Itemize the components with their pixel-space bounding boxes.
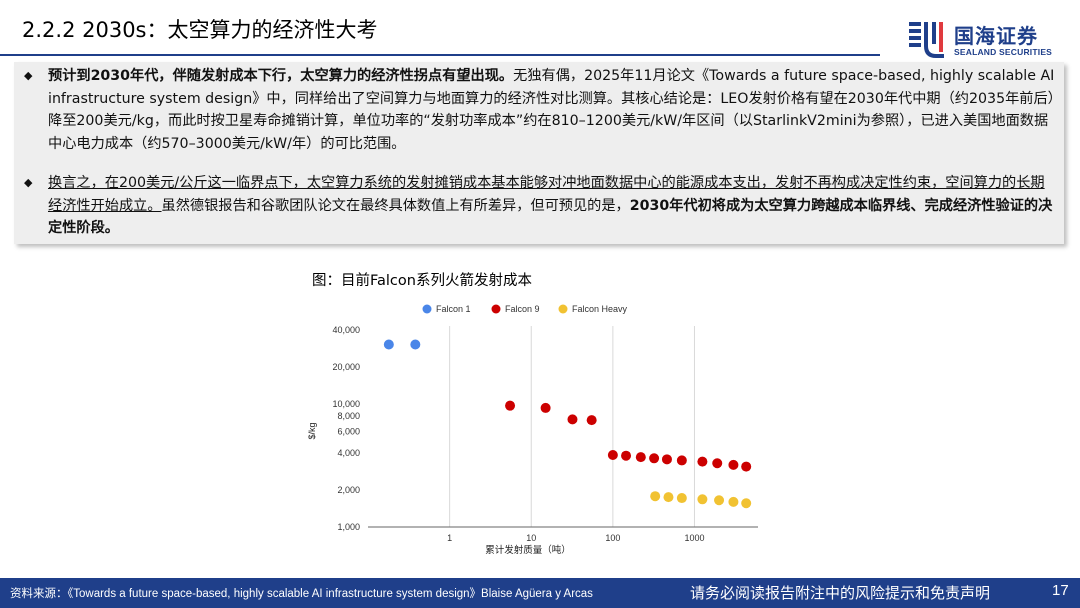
legend-label: Falcon 9 [505,304,540,314]
summary-paragraph-2: ◆ 换言之，在200美元/公斤这一临界点下，太空算力系统的发射摊销成本基本能够对… [24,172,1059,236]
y-tick-label: 8,000 [337,411,360,421]
data-point [649,453,660,464]
data-point [741,498,752,509]
y-tick-label: 20,000 [332,362,360,372]
p2-underlined-text: 换言之，在200美元/公斤这一临界点下，太空算力系统的发射摊销成本基本能够对冲地… [48,175,1045,214]
p1-body-text: 无独有偶，2025年11月论文《Towards a future space-b… [48,68,1055,152]
y-axis-label: $/kg [307,422,317,439]
series-falcon-9 [505,400,752,472]
x-tick-label: 1000 [684,533,704,543]
data-point [714,495,725,506]
legend-marker [558,304,568,314]
diamond-bullet-icon: ◆ [24,69,33,82]
data-point [728,459,739,470]
page-title: 2.2.2 2030s：太空算力的经济性大考 [22,18,378,42]
logo-english-name: SEALAND SECURITIES [954,47,1053,57]
y-tick-label: 10,000 [332,399,360,409]
y-tick-label: 4,000 [337,448,360,458]
data-point [661,454,672,465]
data-point [676,455,687,466]
company-logo: 国海证券 SEALAND SECURITIES [908,20,1058,60]
diamond-bullet-icon: ◆ [24,176,33,189]
summary-box: ◆ 预计到2030年代，伴随发射成本下行，太空算力的经济性拐点有望出现。无独有偶… [14,62,1064,244]
data-point [697,456,708,467]
x-axis-label: 累计发射质量（吨） [485,544,571,556]
header-divider [0,54,880,56]
y-tick-label: 6,000 [337,426,360,436]
data-point [607,450,618,461]
legend-marker [491,304,501,314]
data-point [697,494,708,505]
chart-legend: Falcon 1 Falcon 9 Falcon Heavy [422,304,628,314]
data-point [635,452,646,463]
logo-chinese-name: 国海证券 [954,24,1038,48]
y-axis-ticks: 1,000 2,000 4,000 6,000 8,000 10,000 20,000 40,… [332,325,360,532]
data-point [650,491,661,502]
y-tick-label: 2,000 [337,485,360,495]
p2-bold-text: 2030年代初将成为太空算力跨越成本临界线、完成经济性验证的决定性阶段。 [48,197,1053,237]
summary-paragraph-1: ◆ 预计到2030年代，伴随发射成本下行，太空算力的经济性拐点有望出现。无独有偶… [24,65,1059,152]
p1-bold-text: 预计到2030年代，伴随发射成本下行，太空算力的经济性拐点有望出现。 [48,68,514,84]
data-point [741,461,752,472]
y-tick-label: 40,000 [332,325,360,335]
data-point [567,414,578,425]
chart-points [383,339,752,509]
y-tick-label: 1,000 [337,522,360,532]
series-falcon-1 [383,339,421,350]
data-point [383,339,394,350]
p2-body-text: 虽然德银报告和谷歌团队论文在最终具体数值上有所差异，但可预见的是， [161,197,630,214]
data-point [410,339,421,350]
data-point [663,492,674,503]
page-number: 17 [1052,582,1069,599]
footer-source: 资料来源：《Towards a future space-based, high… [10,588,593,600]
legend-marker [422,304,432,314]
x-axis-ticks: 1 10 100 1000 [447,533,704,543]
data-point [586,415,597,426]
figure-title: 图：目前Falcon系列火箭发射成本 [312,273,532,289]
chart-grid [368,326,758,528]
legend-label: Falcon Heavy [572,304,628,314]
footer-bar: 资料来源：《Towards a future space-based, high… [0,578,1080,608]
legend-label: Falcon 1 [436,304,471,314]
x-tick-label: 100 [605,533,620,543]
data-point [676,493,687,504]
data-point [540,402,551,413]
footer-disclaimer: 请务必阅读报告附注中的风险提示和免责声明 [690,584,991,602]
data-point [505,400,516,411]
sealand-logo-icon [909,22,944,58]
data-point [621,450,632,461]
data-point [728,496,739,507]
data-point [712,458,723,469]
series-falcon-heavy [650,491,752,509]
x-tick-label: 1 [447,533,452,543]
x-tick-label: 10 [526,533,536,543]
launch-cost-chart: Falcon 1 Falcon 9 Falcon Heavy 1,000 2,000 4… [307,304,758,556]
